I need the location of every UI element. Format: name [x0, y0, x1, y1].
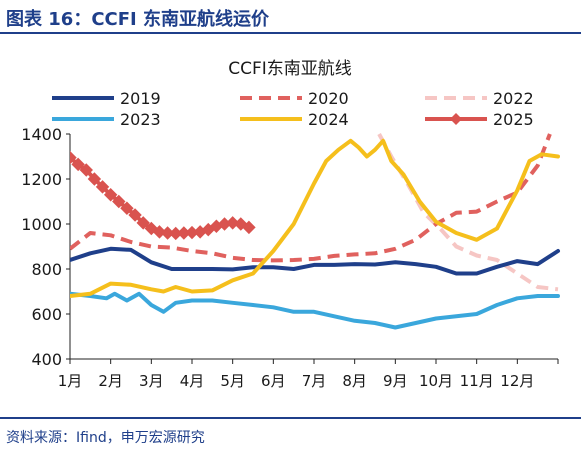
x-tick-label: 4月: [180, 372, 205, 390]
figure-header: 图表 16：CCFI 东南亚航线运价: [0, 0, 581, 34]
legend-item-2019: 2019: [52, 89, 161, 108]
x-tick-label: 5月: [220, 372, 245, 390]
series-line-2023: [70, 291, 560, 330]
x-tick-label: 2月: [98, 372, 123, 390]
y-tick-label: 1200: [21, 170, 62, 189]
series-marker-2025: [79, 163, 93, 177]
y-tick-label: 1400: [21, 125, 62, 144]
series-marker-2025: [103, 188, 118, 202]
legend-item-2024: 2024: [240, 110, 349, 129]
legend-item-2022: 2022: [425, 89, 534, 108]
y-tick-label: 1000: [21, 215, 62, 234]
x-tick-label: 10月: [419, 372, 453, 390]
legend-label: 2023: [120, 110, 161, 129]
legend-marker: [450, 113, 462, 125]
series-marker-2025: [136, 216, 150, 230]
chart-axes: 400 600 800 1000 1200 1400 1月 2月 3月 4月 5月 6月 7月 8月 9月 1…: [21, 125, 559, 390]
x-tick-label: 12月: [500, 372, 534, 390]
x-tick-label: 1月: [58, 372, 83, 390]
series-line-2020: [70, 133, 552, 263]
series-marker-2025: [70, 150, 77, 165]
series-marker-2025: [87, 172, 102, 186]
series-marker-2025: [225, 216, 240, 230]
figure-footer: 资料来源：Ifind，申万宏源研究: [0, 417, 581, 446]
chart-title: CCFI东南亚航线: [228, 59, 352, 79]
x-tick-label: 9月: [383, 372, 408, 390]
series-marker-2025: [242, 220, 256, 235]
x-tick-label: 6月: [261, 372, 286, 390]
y-tick-label: 800: [31, 260, 62, 279]
legend-label: 2019: [120, 89, 161, 108]
series-marker-2025: [120, 201, 134, 215]
x-tick-label: 7月: [302, 372, 327, 390]
legend-item-2020: 2020: [240, 89, 349, 108]
figure-source: 资料来源：Ifind，申万宏源研究: [6, 430, 205, 446]
series-line-2019: [70, 246, 560, 276]
legend-label: 2020: [308, 89, 349, 108]
x-tick-label: 8月: [342, 372, 367, 390]
plot-area: [70, 133, 560, 330]
series-marker-2025: [112, 194, 126, 209]
series-line-2022: [377, 133, 559, 292]
series-marker-2025: [95, 180, 110, 194]
series-marker-2025: [71, 157, 85, 172]
series-marker-2025: [128, 208, 142, 222]
legend-label: 2025: [493, 110, 534, 129]
series-line-2024: [70, 138, 560, 298]
y-tick-label: 400: [31, 350, 62, 369]
legend-label: 2022: [493, 89, 534, 108]
chart-legend: 2019 2020 2022 2023 2024 2025: [52, 89, 534, 129]
legend-item-2025: 2025: [425, 110, 534, 129]
series-marker-2025: [152, 225, 167, 239]
legend-label: 2024: [308, 110, 349, 129]
line-chart: CCFI东南亚航线 2019 2020 2022 2023 2024 2025 400 60…: [21, 59, 560, 390]
figure-title: 图表 16：CCFI 东南亚航线运价: [6, 9, 269, 30]
x-tick-label: 11月: [460, 372, 494, 390]
legend-item-2023: 2023: [52, 110, 161, 129]
y-tick-label: 600: [31, 305, 62, 324]
x-tick-label: 3月: [139, 372, 164, 390]
